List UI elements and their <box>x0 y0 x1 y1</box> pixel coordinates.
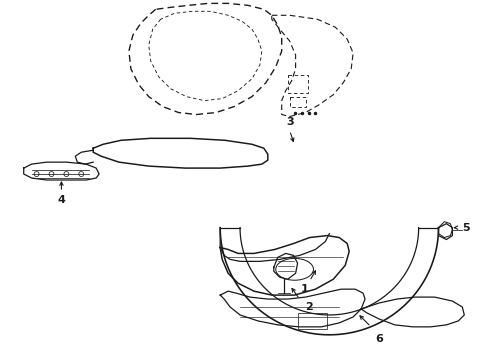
Text: 3: 3 <box>286 117 294 127</box>
Text: 1: 1 <box>301 284 308 294</box>
Text: 4: 4 <box>57 195 65 205</box>
Text: 2: 2 <box>306 302 314 312</box>
Text: 6: 6 <box>375 334 383 344</box>
Bar <box>297 313 327 329</box>
Text: 5: 5 <box>463 222 470 233</box>
